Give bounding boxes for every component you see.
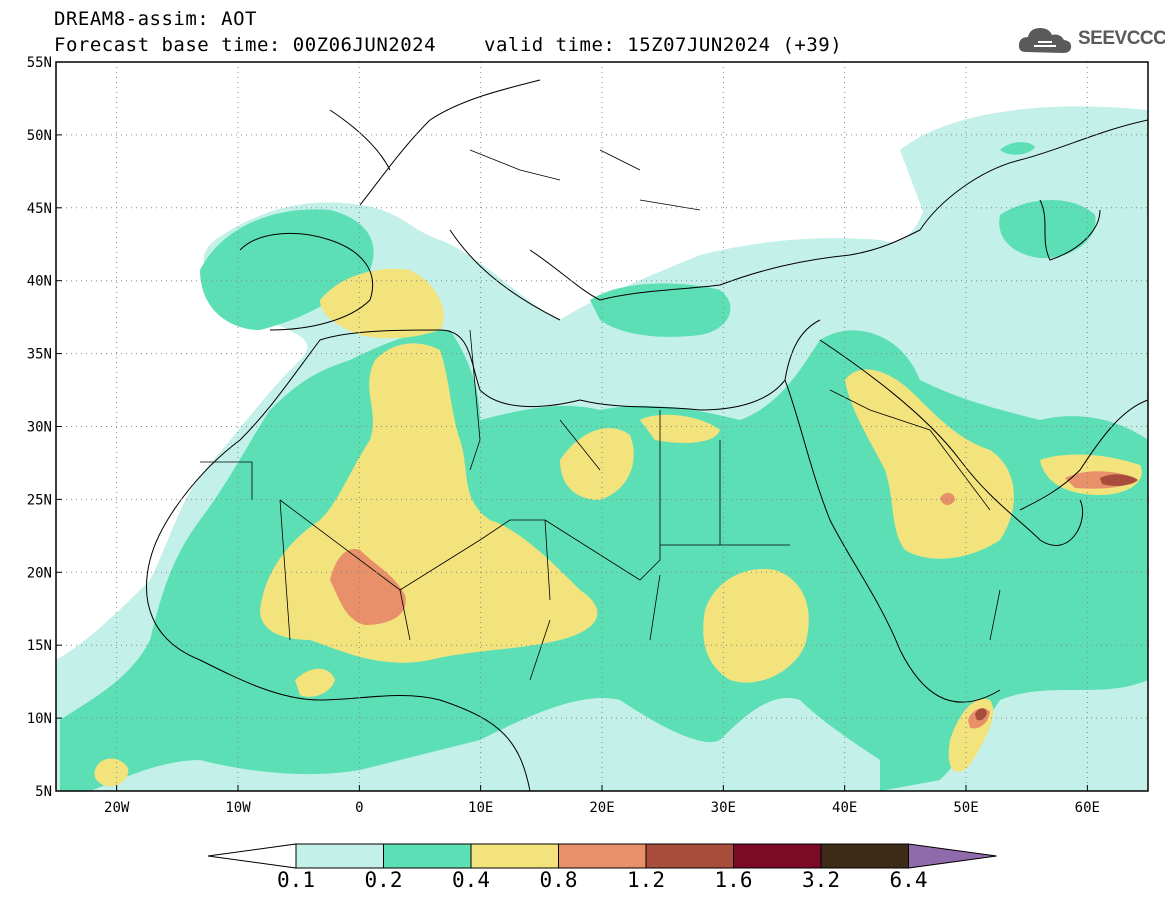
lon-tick-label: 0 — [355, 800, 363, 816]
model-title: DREAM8-assim: AOT — [54, 8, 257, 30]
lon-tick-label: 30E — [711, 800, 736, 816]
lat-tick-label: 35N — [27, 347, 52, 363]
colorbar-label: 3.2 — [802, 868, 840, 892]
lon-tick-label: 10W — [225, 800, 251, 816]
seevccc-logo: SEEVCCC — [1016, 22, 1165, 58]
lat-tick-label: 15N — [27, 638, 52, 654]
lat-tick-label: 55N — [27, 55, 52, 71]
colorbar-segment — [645, 843, 734, 869]
colorbar-segment — [383, 843, 472, 869]
colorbar-segment — [820, 843, 909, 869]
lon-tick-label: 50E — [953, 800, 978, 816]
lat-tick-label: 10N — [27, 711, 52, 727]
country-borders — [200, 149, 1001, 681]
lon-axis: 20W 10W 0 10E 20E 30E 40E 50E 60E — [104, 785, 1100, 816]
colorbar-label: 1.2 — [627, 868, 665, 892]
graticule — [56, 62, 1148, 791]
colorbar-label: 0.8 — [539, 868, 578, 892]
logo-text: SEEVCCC — [1078, 28, 1165, 49]
lon-tick-label: 40E — [832, 800, 857, 816]
lat-tick-label: 25N — [27, 492, 52, 508]
lon-tick-label: 20E — [589, 800, 614, 816]
valid-time: valid time: 15Z07JUN2024 (+39) — [484, 34, 843, 56]
lon-tick-label: 10E — [468, 800, 493, 816]
colorbar-high-arrow — [908, 843, 997, 869]
colorbar-segment — [558, 843, 647, 869]
lat-tick-label: 45N — [27, 201, 52, 217]
lat-tick-label: 5N — [35, 784, 52, 800]
colorbar-label: 1.6 — [714, 868, 753, 892]
aot-level-1.2 — [975, 474, 1138, 721]
colorbar-label: 0.4 — [452, 868, 490, 892]
coastlines — [146, 79, 1148, 791]
lat-axis: 55N 50N 45N 40N 35N 30N 25N 20N 15N 10N 5N — [27, 55, 62, 800]
lat-tick-label: 40N — [27, 274, 52, 290]
lat-tick-label: 20N — [27, 565, 52, 581]
forecast-base-time: Forecast base time: 00Z06JUN2024 — [54, 34, 437, 56]
colorbar-label: 6.4 — [889, 868, 928, 892]
lat-tick-label: 30N — [27, 420, 52, 436]
lon-tick-label: 20W — [104, 800, 130, 816]
aot-field — [56, 62, 1148, 791]
colorbar-segment — [295, 843, 384, 869]
colorbar-segment — [470, 843, 559, 869]
colorbar-label: 0.1 — [277, 868, 315, 892]
colorbar-label: 0.2 — [364, 868, 403, 892]
colorbar — [207, 843, 997, 869]
cloud-icon — [1018, 28, 1072, 53]
lon-tick-label: 60E — [1075, 800, 1100, 816]
colorbar-low-arrow — [207, 843, 297, 869]
lat-tick-label: 50N — [27, 128, 52, 144]
colorbar-segment — [733, 843, 822, 869]
